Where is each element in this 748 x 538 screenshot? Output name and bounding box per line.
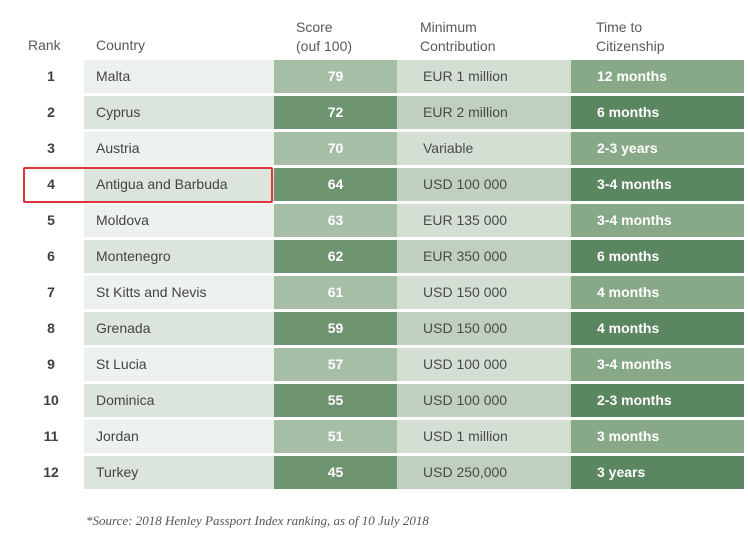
country-cell: St Lucia xyxy=(84,348,274,381)
time-to-citizenship-cell: 4 months xyxy=(571,276,744,309)
rank-cell: 10 xyxy=(43,392,59,408)
table-row: 12 Turkey 45 USD 250,000 3 years xyxy=(18,456,744,489)
table-row: 5 Moldova 63 EUR 135 000 3-4 months xyxy=(18,204,744,237)
country-cell: Antigua and Barbuda xyxy=(84,168,274,201)
rank-cell: 3 xyxy=(47,140,55,156)
score-cell: 57 xyxy=(274,348,397,381)
country-cell: Montenegro xyxy=(84,240,274,273)
country-cell: Turkey xyxy=(84,456,274,489)
header-time-to-citizenship: Time to Citizenship xyxy=(596,19,665,54)
country-cell: Grenada xyxy=(84,312,274,345)
score-cell: 45 xyxy=(274,456,397,489)
score-cell: 61 xyxy=(274,276,397,309)
table-header: Rank Country Score (ouf 100) Minimum Con… xyxy=(0,14,748,58)
header-rank: Rank xyxy=(28,37,61,53)
table-row: 4 Antigua and Barbuda 64 USD 100 000 3-4 mon… xyxy=(18,168,744,201)
time-to-citizenship-cell: 6 months xyxy=(571,240,744,273)
minimum-contribution-cell: EUR 135 000 xyxy=(397,204,571,237)
time-to-citizenship-cell: 3-4 months xyxy=(571,168,744,201)
minimum-contribution-cell: Variable xyxy=(397,132,571,165)
rank-cell: 9 xyxy=(47,356,55,372)
time-to-citizenship-cell: 3 months xyxy=(571,420,744,453)
time-to-citizenship-cell: 3-4 months xyxy=(571,204,744,237)
table-row: 8 Grenada 59 USD 150 000 4 months xyxy=(18,312,744,345)
header-minimum-contribution: Minimum Contribution xyxy=(420,19,496,54)
minimum-contribution-cell: USD 150 000 xyxy=(397,276,571,309)
country-cell: Moldova xyxy=(84,204,274,237)
header-score: Score (ouf 100) xyxy=(296,19,353,54)
minimum-contribution-cell: EUR 350 000 xyxy=(397,240,571,273)
minimum-contribution-cell: USD 1 million xyxy=(397,420,571,453)
time-to-citizenship-cell: 4 months xyxy=(571,312,744,345)
country-cell: Cyprus xyxy=(84,96,274,129)
minimum-contribution-cell: USD 100 000 xyxy=(397,384,571,417)
table-row: 6 Montenegro 62 EUR 350 000 6 months xyxy=(18,240,744,273)
time-to-citizenship-cell: 12 months xyxy=(571,60,744,93)
country-cell: Jordan xyxy=(84,420,274,453)
table-row: 7 St Kitts and Nevis 61 USD 150 000 4 months xyxy=(18,276,744,309)
rank-cell: 11 xyxy=(43,428,59,444)
time-to-citizenship-cell: 6 months xyxy=(571,96,744,129)
country-cell: Dominica xyxy=(84,384,274,417)
table-row: 2 Cyprus 72 EUR 2 million 6 months xyxy=(18,96,744,129)
minimum-contribution-cell: USD 100 000 xyxy=(397,348,571,381)
score-cell: 62 xyxy=(274,240,397,273)
time-to-citizenship-cell: 2-3 years xyxy=(571,132,744,165)
source-note: *Source: 2018 Henley Passport Index rank… xyxy=(86,513,429,528)
table-row: 11 Jordan 51 USD 1 million 3 months xyxy=(18,420,744,453)
rank-cell: 7 xyxy=(47,284,55,300)
rank-cell: 8 xyxy=(47,320,55,336)
header-country: Country xyxy=(96,37,146,53)
highlight-box xyxy=(23,167,273,203)
score-cell: 79 xyxy=(274,60,397,93)
time-to-citizenship-cell: 3 years xyxy=(571,456,744,489)
rank-cell: 2 xyxy=(47,104,55,120)
rank-cell: 1 xyxy=(47,68,55,84)
country-cell: Malta xyxy=(84,60,274,93)
country-cell: Austria xyxy=(84,132,274,165)
score-cell: 51 xyxy=(274,420,397,453)
score-cell: 72 xyxy=(274,96,397,129)
minimum-contribution-cell: USD 250,000 xyxy=(397,456,571,489)
minimum-contribution-cell: USD 100 000 xyxy=(397,168,571,201)
rank-cell: 6 xyxy=(47,248,55,264)
minimum-contribution-cell: EUR 1 million xyxy=(397,60,571,93)
table-row: 10 Dominica 55 USD 100 000 2-3 months xyxy=(18,384,744,417)
score-cell: 63 xyxy=(274,204,397,237)
score-cell: 59 xyxy=(274,312,397,345)
score-cell: 64 xyxy=(274,168,397,201)
rank-cell: 5 xyxy=(47,212,55,228)
country-cell: St Kitts and Nevis xyxy=(84,276,274,309)
minimum-contribution-cell: EUR 2 million xyxy=(397,96,571,129)
table-row: 1 Malta 79 EUR 1 million 12 months xyxy=(18,60,744,93)
time-to-citizenship-cell: 3-4 months xyxy=(571,348,744,381)
table-row: 3 Austria 70 Variable 2-3 years xyxy=(18,132,744,165)
score-cell: 55 xyxy=(274,384,397,417)
time-to-citizenship-cell: 2-3 months xyxy=(571,384,744,417)
score-cell: 70 xyxy=(274,132,397,165)
table-row: 9 St Lucia 57 USD 100 000 3-4 months xyxy=(18,348,744,381)
minimum-contribution-cell: USD 150 000 xyxy=(397,312,571,345)
rank-cell: 4 xyxy=(47,176,55,192)
rank-cell: 12 xyxy=(43,464,59,480)
